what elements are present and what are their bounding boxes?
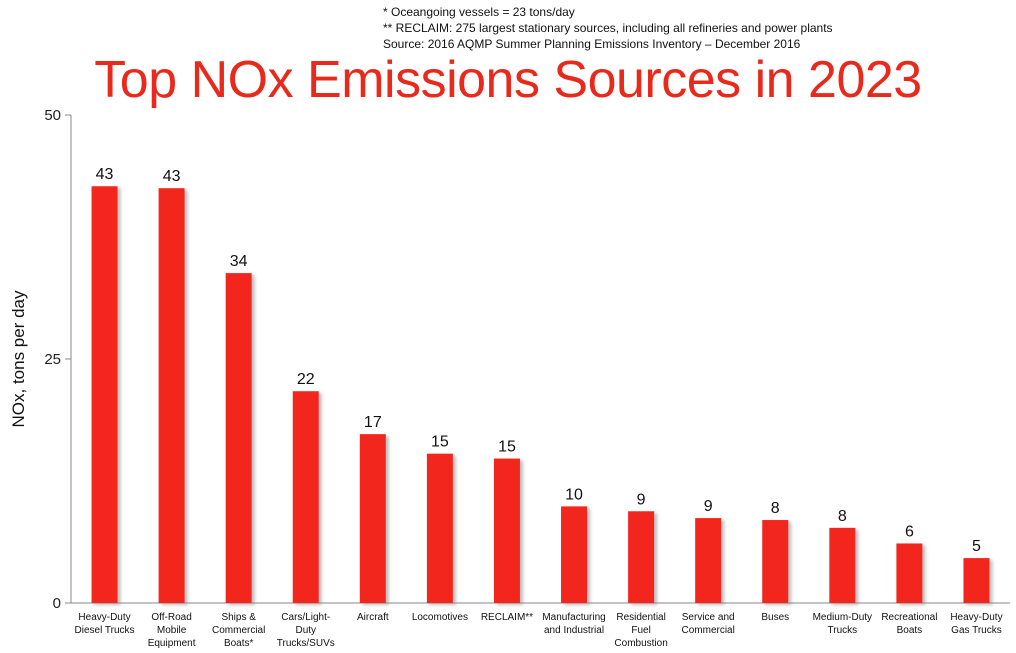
bar: [695, 518, 722, 603]
bar-value-label: 9: [637, 491, 646, 508]
x-category-label: Heavy-Duty Gas Trucks: [950, 612, 1002, 636]
x-category-label: Cars/Light-Duty Trucks/SUVs: [277, 612, 335, 649]
y-axis-label: NOx, tons per day: [9, 290, 28, 428]
bar-value-label: 17: [364, 414, 382, 431]
bar: [896, 543, 923, 603]
axes: 0 25 50: [44, 107, 1010, 612]
bar-value-label: 43: [163, 168, 181, 185]
bar-value-label: 10: [565, 486, 583, 503]
x-category-label: Recreational Boats: [881, 612, 937, 636]
x-category-label: Residential Fuel Combustion: [614, 612, 667, 649]
x-category-label: Heavy-Duty Diesel Trucks: [75, 612, 135, 636]
bar-value-label: 34: [230, 253, 248, 270]
note-oceangoing: * Oceangoing vessels = 23 tons/day: [383, 5, 575, 19]
bar: [493, 458, 520, 603]
x-category-label: Locomotives: [412, 612, 468, 623]
bar-value-label: 6: [905, 523, 914, 540]
x-category-label: Service and Commercial: [682, 612, 735, 636]
y-tick-label: 0: [53, 595, 61, 612]
chart-title: Top NOx Emissions Sources in 2023: [94, 51, 922, 109]
x-category-label: Manufacturing and Industrial: [542, 612, 605, 636]
bar: [225, 273, 252, 603]
bar-value-label: 8: [771, 500, 780, 517]
bar-value-label: 9: [704, 498, 713, 515]
x-category-label: Ships & Commercial Boats*: [212, 612, 265, 649]
x-category-label: Aircraft: [357, 612, 389, 623]
x-category-label: Off-Road Mobile Equipment: [148, 612, 196, 649]
note-source: Source: 2016 AQMP Summer Planning Emissi…: [383, 37, 801, 51]
bar-value-label: 15: [431, 434, 449, 451]
bar: [829, 527, 856, 603]
bar-value-label: 5: [972, 538, 981, 555]
bar: [963, 558, 990, 603]
bar: [628, 511, 655, 603]
note-reclaim: ** RECLAIM: 275 largest stationary sourc…: [383, 21, 833, 35]
bar: [762, 520, 789, 603]
bar: [158, 188, 185, 603]
bar-value-label: 8: [838, 508, 847, 525]
bar: [561, 506, 588, 603]
chart-notes: * Oceangoing vessels = 23 tons/day ** RE…: [383, 4, 833, 52]
bar-value-label: 15: [498, 439, 516, 456]
bar-value-label: 43: [96, 166, 114, 183]
bar: [426, 453, 453, 603]
bar: [359, 434, 386, 603]
bars: 43 Heavy-Duty Diesel Trucks 43 Off-Road Mobil…: [75, 166, 1003, 649]
x-category-label: RECLAIM**: [481, 612, 533, 623]
x-category-label: Buses: [761, 612, 789, 623]
x-category-label: Medium-Duty Trucks: [813, 612, 872, 636]
y-tick-label: 50: [44, 107, 61, 124]
bar-value-label: 22: [297, 371, 315, 388]
bar: [91, 186, 118, 604]
y-tick-label: 25: [44, 351, 61, 368]
bar: [292, 391, 319, 603]
